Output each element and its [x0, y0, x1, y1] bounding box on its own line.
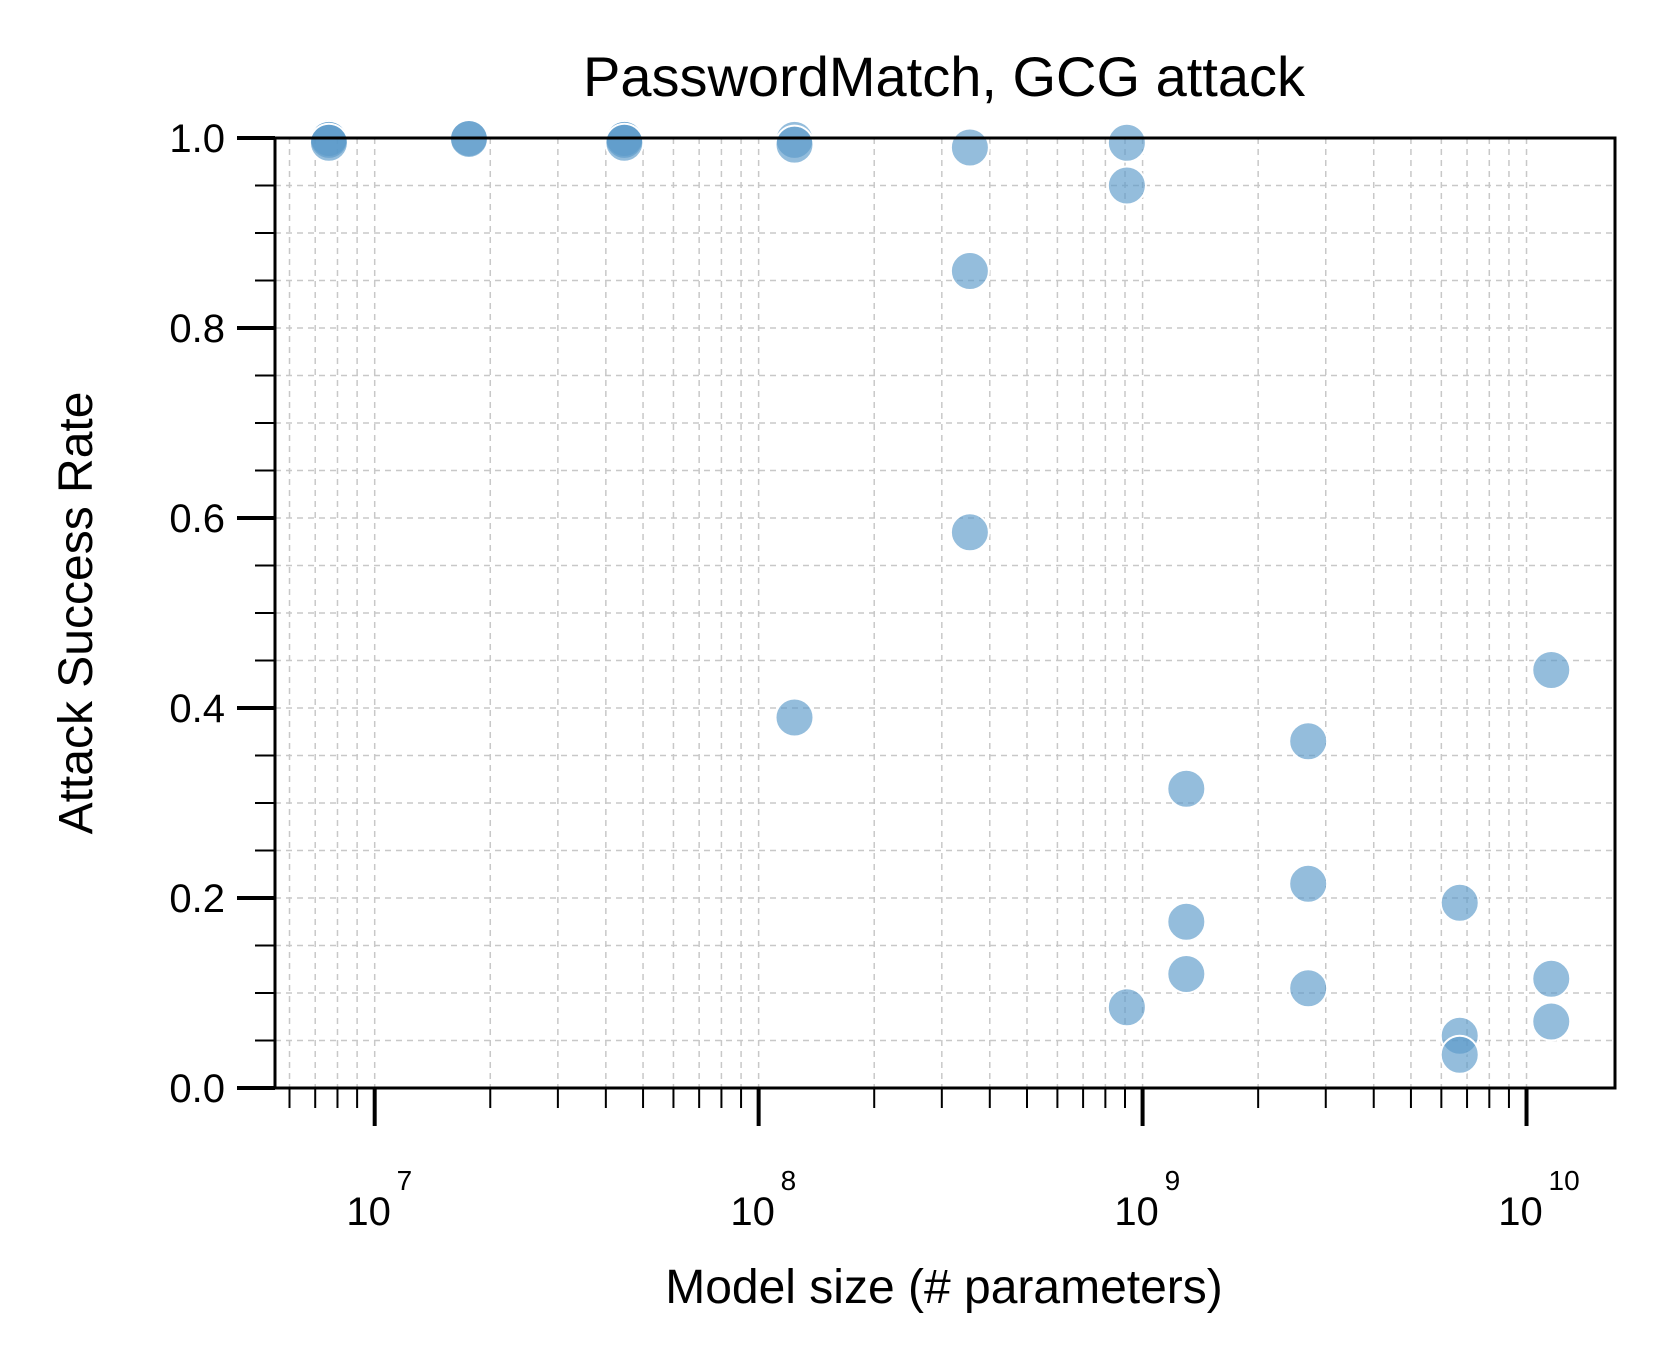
- data-point: [1166, 954, 1207, 994]
- y-tick-label: 0.6: [169, 497, 225, 541]
- x-tick-label: 10: [346, 1190, 391, 1234]
- data-point: [774, 124, 815, 165]
- data-point: [1106, 987, 1147, 1028]
- data-point: [1531, 650, 1572, 690]
- x-tick-label: 10: [730, 1190, 775, 1234]
- data-point: [1166, 768, 1207, 809]
- data-point: [604, 122, 645, 163]
- x-tick-label: 10: [1114, 1190, 1159, 1234]
- data-point: [1166, 901, 1207, 942]
- data-point: [1288, 721, 1329, 762]
- data-point: [1531, 1001, 1572, 1042]
- data-point: [949, 251, 990, 291]
- y-tick-label: 0.0: [169, 1067, 225, 1111]
- x-tick-exponent: 10: [1549, 1165, 1580, 1196]
- data-point: [949, 127, 990, 168]
- data-point: [1439, 882, 1480, 923]
- data-point: [1106, 165, 1147, 206]
- data-point: [1531, 958, 1572, 999]
- x-axis-label: Model size (# parameters): [665, 1261, 1223, 1314]
- data-point: [949, 512, 990, 553]
- axis-ticks: [237, 136, 1529, 1126]
- x-tick-exponent: 7: [397, 1165, 413, 1196]
- x-tick-exponent: 9: [1165, 1165, 1181, 1196]
- chart-title: PasswordMatch, GCG attack: [583, 45, 1306, 108]
- data-point: [1439, 1034, 1480, 1075]
- x-tick-label: 10: [1498, 1190, 1543, 1234]
- grid: [275, 138, 1615, 1088]
- data-point: [1288, 863, 1329, 904]
- y-tick-label: 0.8: [169, 307, 225, 351]
- data-point: [774, 697, 815, 738]
- y-tick-label: 0.2: [169, 877, 225, 921]
- y-tick-label: 1.0: [169, 117, 225, 161]
- data-point: [1288, 968, 1329, 1009]
- data-points: [308, 118, 1572, 1075]
- data-point: [1106, 122, 1147, 163]
- data-point: [308, 122, 349, 163]
- y-axis-label: Attack Success Rate: [50, 392, 103, 835]
- y-tick-label: 0.4: [169, 687, 225, 731]
- x-tick-exponent: 8: [781, 1165, 797, 1196]
